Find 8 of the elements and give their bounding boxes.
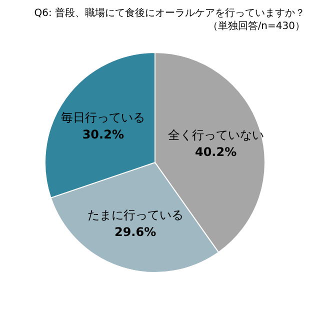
- slice-label: たまに行っている: [87, 208, 184, 222]
- chart-subtitle: （単独回答/n=430）: [208, 20, 305, 32]
- slice-label: 全く行っていない: [168, 128, 264, 142]
- data-label: 30.2%: [82, 127, 124, 142]
- data-label: 40.2%: [194, 145, 237, 160]
- slice-label: 毎日行っている: [61, 110, 146, 124]
- data-label: 29.6%: [114, 225, 156, 240]
- chart-title: Q6: 普段、職場にて食後にオーラルケアを行っていますか？: [34, 7, 305, 19]
